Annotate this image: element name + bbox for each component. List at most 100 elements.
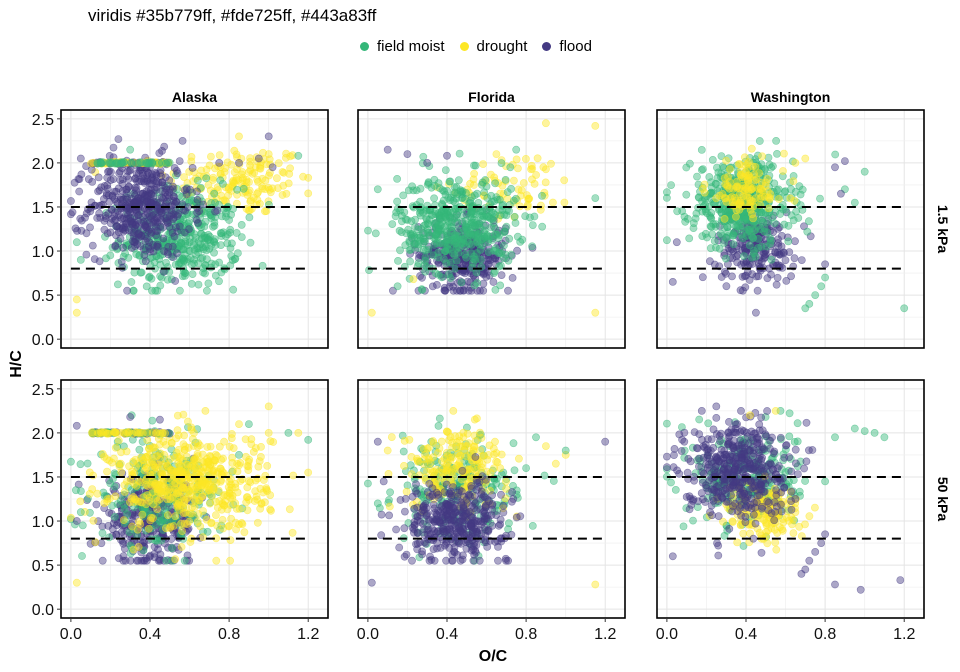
point-flood xyxy=(264,132,273,141)
point-drought xyxy=(240,528,249,537)
point-flood xyxy=(111,208,120,217)
point-field-moist xyxy=(455,149,464,158)
point-drought xyxy=(514,164,522,173)
point-flood xyxy=(487,511,496,519)
point-drought xyxy=(385,502,394,511)
point-drought xyxy=(304,468,313,477)
point-field-moist xyxy=(518,235,527,244)
point-flood xyxy=(738,272,747,281)
point-drought xyxy=(522,154,530,163)
point-field-moist xyxy=(445,177,454,186)
point-drought xyxy=(209,173,218,182)
point-flood xyxy=(193,195,202,204)
point-field-moist xyxy=(729,240,738,249)
point-drought xyxy=(180,431,188,440)
point-drought xyxy=(489,444,498,453)
point-drought xyxy=(119,516,128,524)
point-field-moist xyxy=(431,230,440,239)
point-drought xyxy=(98,450,107,458)
point-flood xyxy=(92,500,101,509)
point-drought xyxy=(278,191,287,199)
point-field-moist xyxy=(215,277,223,286)
point-drought xyxy=(286,164,294,173)
point-flood xyxy=(479,286,488,295)
y-tick-label: 2.0 xyxy=(32,426,54,443)
point-drought xyxy=(218,173,227,182)
point-drought xyxy=(216,477,225,486)
point-drought xyxy=(230,146,239,155)
point-field-moist xyxy=(764,153,773,162)
point-field-moist xyxy=(202,246,211,255)
point-flood xyxy=(458,466,467,475)
point-drought xyxy=(530,179,539,188)
point-field-moist xyxy=(434,421,443,430)
panel-florida-50-kpa: 0.0 0.4 0.8 1.2 xyxy=(357,379,626,643)
point-drought xyxy=(246,157,255,166)
point-field-moist xyxy=(187,260,196,269)
point-field-moist xyxy=(509,439,518,448)
point-field-moist xyxy=(756,225,765,233)
point-flood xyxy=(140,204,149,213)
point-drought xyxy=(387,433,396,441)
point-drought xyxy=(266,491,275,499)
point-field-moist xyxy=(805,299,814,308)
point-flood xyxy=(180,186,189,194)
point-field-moist xyxy=(187,279,196,288)
point-field-moist xyxy=(137,268,146,277)
point-field-moist xyxy=(794,214,803,222)
point-field-moist xyxy=(129,286,138,295)
point-field-moist xyxy=(230,255,239,264)
point-field-moist xyxy=(689,219,698,228)
point-field-moist xyxy=(393,197,401,206)
point-field-moist xyxy=(210,248,218,257)
point-drought xyxy=(285,169,294,178)
point-drought xyxy=(217,505,226,514)
point-drought xyxy=(187,509,196,518)
point-field-moist xyxy=(497,159,506,167)
point-drought xyxy=(230,178,238,187)
point-drought xyxy=(264,402,273,411)
point-field-moist xyxy=(540,471,549,480)
point-flood xyxy=(780,249,788,257)
point-flood xyxy=(494,543,502,551)
point-drought xyxy=(448,443,456,452)
point-drought xyxy=(117,448,125,457)
point-field-moist xyxy=(178,192,186,201)
point-field-moist xyxy=(422,214,430,222)
point-flood xyxy=(722,282,731,291)
point-drought xyxy=(173,501,182,510)
point-flood xyxy=(154,178,163,187)
point-flood xyxy=(254,154,263,163)
point-flood xyxy=(484,260,493,269)
point-field-moist xyxy=(237,233,246,241)
point-drought xyxy=(142,452,150,461)
point-drought xyxy=(765,193,774,202)
point-field-moist xyxy=(363,479,372,488)
point-drought xyxy=(449,406,458,415)
point-drought xyxy=(187,157,196,166)
point-drought xyxy=(282,149,290,158)
point-drought xyxy=(89,516,98,525)
point-flood xyxy=(463,499,472,507)
point-flood xyxy=(516,512,525,521)
point-drought xyxy=(153,505,162,514)
point-flood xyxy=(494,556,502,565)
point-drought xyxy=(722,156,730,165)
point-drought xyxy=(148,443,157,451)
point-drought xyxy=(171,555,180,564)
point-drought xyxy=(232,150,241,159)
point-field-moist xyxy=(528,242,536,251)
point-drought xyxy=(216,170,225,178)
point-field-moist xyxy=(745,241,754,250)
point-drought xyxy=(288,151,297,160)
point-drought xyxy=(188,435,197,443)
point-field-moist xyxy=(181,269,190,277)
point-flood xyxy=(752,308,760,317)
point-drought xyxy=(247,440,256,449)
y-tick-label: 0.5 xyxy=(32,288,54,305)
point-field-moist xyxy=(119,252,128,261)
point-field-moist xyxy=(457,278,466,287)
point-flood xyxy=(821,260,829,269)
point-drought xyxy=(757,185,765,194)
point-drought xyxy=(183,520,191,528)
